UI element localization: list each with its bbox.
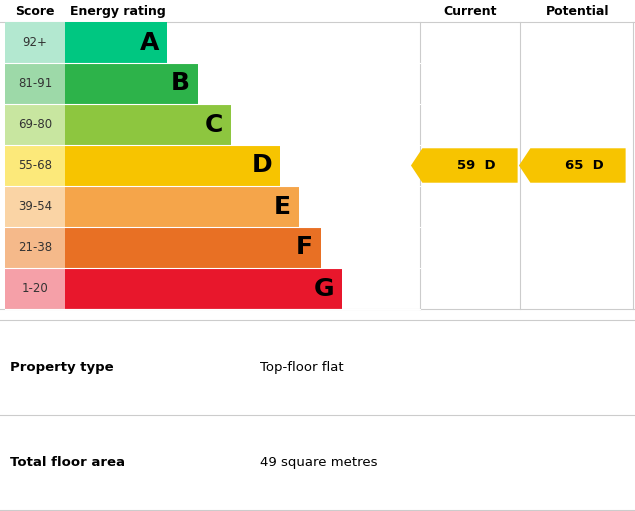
Text: Total floor area: Total floor area <box>10 456 125 469</box>
Text: F: F <box>295 236 312 260</box>
Text: 49 square metres: 49 square metres <box>260 456 377 469</box>
Text: Potential: Potential <box>546 5 610 17</box>
Text: 65  D: 65 D <box>565 159 604 172</box>
Text: C: C <box>204 112 223 136</box>
Bar <box>65 22 167 63</box>
Text: Score: Score <box>15 5 55 17</box>
Text: Energy rating: Energy rating <box>70 5 166 17</box>
Text: Current: Current <box>443 5 497 17</box>
Text: G: G <box>314 276 335 300</box>
Text: 39-54: 39-54 <box>18 200 52 213</box>
Polygon shape <box>411 148 518 183</box>
Bar <box>5 268 65 309</box>
Bar <box>5 22 65 63</box>
Bar <box>5 145 65 186</box>
Text: 92+: 92+ <box>23 36 48 49</box>
Text: 81-91: 81-91 <box>18 77 52 90</box>
Bar <box>65 145 280 186</box>
Text: Top-floor flat: Top-floor flat <box>260 361 344 374</box>
Text: 69-80: 69-80 <box>18 118 52 131</box>
Bar <box>5 63 65 104</box>
Bar <box>65 227 321 268</box>
Bar <box>5 227 65 268</box>
Bar <box>5 104 65 145</box>
Text: D: D <box>251 153 272 177</box>
Text: Property type: Property type <box>10 361 114 374</box>
Text: 21-38: 21-38 <box>18 241 52 254</box>
Polygon shape <box>519 148 625 183</box>
Text: B: B <box>171 72 190 96</box>
Text: E: E <box>274 195 291 219</box>
Text: 55-68: 55-68 <box>18 159 52 172</box>
Bar <box>65 186 298 227</box>
Bar <box>5 186 65 227</box>
Text: 1-20: 1-20 <box>22 282 48 295</box>
Text: A: A <box>140 31 159 55</box>
Text: 59  D: 59 D <box>457 159 496 172</box>
Bar <box>65 104 231 145</box>
Bar <box>65 63 198 104</box>
Bar <box>65 268 342 309</box>
